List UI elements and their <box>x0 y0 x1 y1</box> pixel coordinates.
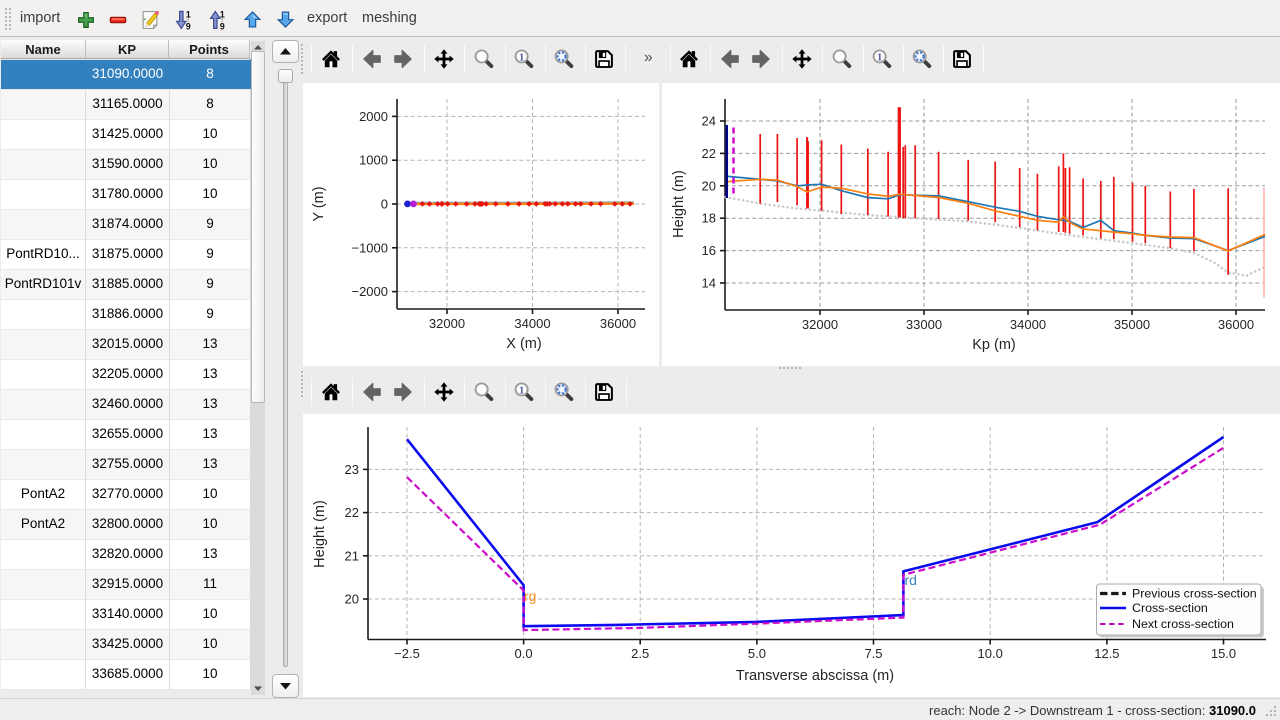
svg-text:rd: rd <box>905 572 917 588</box>
svg-text:1000: 1000 <box>359 153 388 168</box>
svg-text:12.5: 12.5 <box>1094 646 1119 661</box>
svg-text:15.0: 15.0 <box>1211 646 1236 661</box>
svg-text:Previous cross-section: Previous cross-section <box>1132 587 1257 601</box>
svg-text:Height (m): Height (m) <box>312 500 328 568</box>
svg-text:5.0: 5.0 <box>748 646 766 661</box>
svg-text:0: 0 <box>381 197 388 212</box>
svg-text:34000: 34000 <box>1010 317 1046 332</box>
svg-text:2.5: 2.5 <box>631 646 649 661</box>
svg-text:22: 22 <box>345 505 359 520</box>
svg-text:10.0: 10.0 <box>978 646 1003 661</box>
svg-text:34000: 34000 <box>514 316 550 331</box>
svg-text:0.0: 0.0 <box>515 646 533 661</box>
svg-text:36000: 36000 <box>1218 317 1254 332</box>
svg-text:14: 14 <box>702 276 716 291</box>
svg-text:36000: 36000 <box>600 316 636 331</box>
svg-text:33000: 33000 <box>906 317 942 332</box>
svg-text:21: 21 <box>345 548 359 563</box>
svg-text:22: 22 <box>702 146 716 161</box>
svg-text:32000: 32000 <box>429 316 465 331</box>
svg-text:32000: 32000 <box>802 317 838 332</box>
svg-text:Next cross-section: Next cross-section <box>1132 617 1234 631</box>
svg-text:35000: 35000 <box>1114 317 1150 332</box>
svg-text:Y (m): Y (m) <box>311 186 327 221</box>
svg-text:16: 16 <box>702 243 716 258</box>
svg-text:rg: rg <box>524 588 536 604</box>
svg-text:Transverse abscissa (m): Transverse abscissa (m) <box>736 668 894 684</box>
svg-text:−2000: −2000 <box>351 284 388 299</box>
svg-text:20: 20 <box>702 178 716 193</box>
svg-text:18: 18 <box>702 211 716 226</box>
svg-text:2000: 2000 <box>359 109 388 124</box>
svg-text:7.5: 7.5 <box>864 646 882 661</box>
svg-text:−1000: −1000 <box>351 240 388 255</box>
svg-text:Kp (m): Kp (m) <box>972 337 1016 353</box>
svg-text:X (m): X (m) <box>506 336 541 352</box>
svg-text:−2.5: −2.5 <box>394 646 420 661</box>
svg-text:Height (m): Height (m) <box>671 170 687 238</box>
svg-text:23: 23 <box>345 462 359 477</box>
svg-text:24: 24 <box>702 114 716 129</box>
svg-text:20: 20 <box>345 592 359 607</box>
svg-text:Cross-section: Cross-section <box>1132 601 1208 615</box>
